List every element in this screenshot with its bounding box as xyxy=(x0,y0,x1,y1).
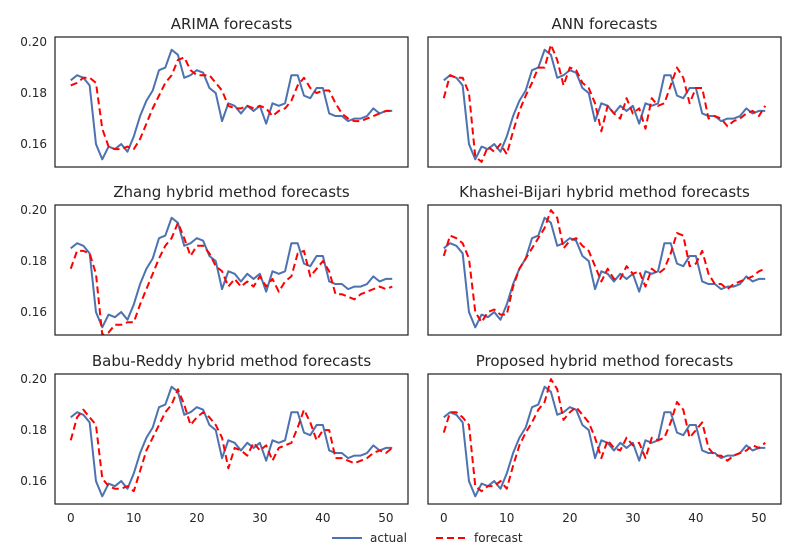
panel-title: ANN forecasts xyxy=(552,15,658,33)
x-tick-label: 30 xyxy=(625,511,640,525)
panel-3: Zhang hybrid method forecasts 0.16 0.18 0.2… xyxy=(20,183,409,336)
panel-6: Proposed hybrid method forecasts 0 10 20 30 4… xyxy=(427,352,782,525)
axes-frame xyxy=(427,373,782,505)
forecast-series-line xyxy=(442,43,767,163)
axes-frame xyxy=(54,36,409,168)
y-tick-label: 0.16 xyxy=(20,305,47,319)
panel-title: Proposed hybrid method forecasts xyxy=(476,352,734,370)
x-tick-label: 30 xyxy=(252,511,267,525)
y-tick-label: 0.16 xyxy=(20,137,47,151)
actual-series-line xyxy=(70,216,393,329)
forecast-series-line xyxy=(442,378,766,493)
axes-frame xyxy=(427,204,782,336)
x-tick-label: 10 xyxy=(126,511,141,525)
axes-frame xyxy=(427,36,782,168)
x-tick-label: 50 xyxy=(751,511,766,525)
forecast-series-line xyxy=(442,209,766,324)
axes-frame xyxy=(54,373,409,505)
x-tick-label: 50 xyxy=(378,511,393,525)
x-tick-label: 10 xyxy=(499,511,514,525)
actual-series-line xyxy=(443,216,766,329)
x-tick-label: 0 xyxy=(440,511,448,525)
x-tick-label: 0 xyxy=(67,511,75,525)
y-tick-label: 0.20 xyxy=(20,35,47,49)
y-tick-label: 0.20 xyxy=(20,203,47,217)
panel-title: ARIMA forecasts xyxy=(171,15,293,33)
y-tick-label: 0.16 xyxy=(20,474,47,488)
forecast-series-line xyxy=(69,221,393,335)
axes-frame xyxy=(54,204,409,336)
y-tick-label: 0.18 xyxy=(20,254,47,268)
legend-actual-label: actual xyxy=(370,531,407,545)
y-tick-label: 0.18 xyxy=(20,86,47,100)
panel-title: Zhang hybrid method forecasts xyxy=(113,183,350,201)
x-tick-label: 40 xyxy=(688,511,703,525)
panel-2: ANN forecasts xyxy=(427,15,782,168)
forecast-series-line xyxy=(69,388,393,493)
forecast-series-line xyxy=(70,56,393,151)
y-tick-label: 0.20 xyxy=(20,372,47,386)
legend-forecast-label: forecast xyxy=(474,531,523,545)
y-tick-label: 0.18 xyxy=(20,423,47,437)
panel-title: Babu-Reddy hybrid method forecasts xyxy=(92,352,371,370)
x-tick-label: 20 xyxy=(562,511,577,525)
x-tick-label: 20 xyxy=(189,511,204,525)
actual-series-line xyxy=(70,385,393,498)
x-tick-label: 40 xyxy=(315,511,330,525)
panel-5: Babu-Reddy hybrid method forecasts 0.16 0.… xyxy=(20,352,409,525)
panel-title: Khashei-Bijari hybrid method forecasts xyxy=(459,183,750,201)
panel-1: ARIMA forecasts 0.16 0.18 0.20 xyxy=(20,15,409,168)
panel-4: Khashei-Bijari hybrid method forecasts xyxy=(427,183,782,336)
legend: actual forecast xyxy=(332,531,523,545)
